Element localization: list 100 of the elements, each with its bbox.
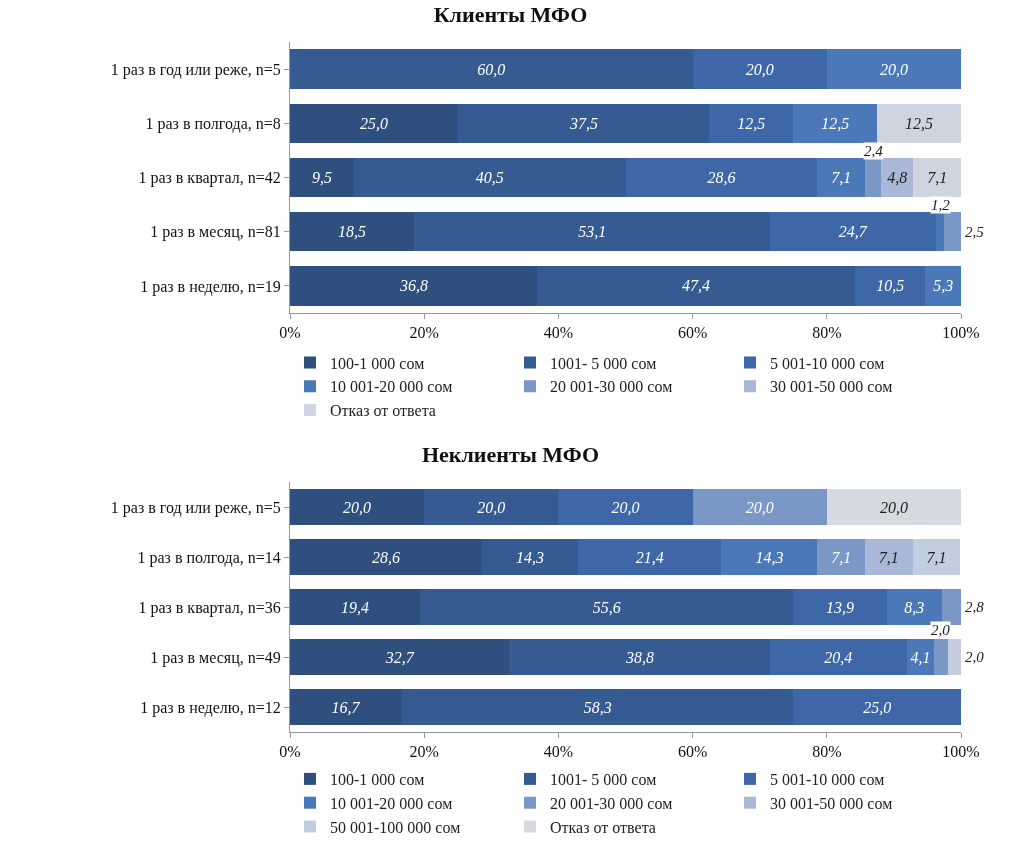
bar — [625, 157, 818, 198]
y-tick-label: 1 раз в полгода, n=14 — [137, 548, 281, 567]
legend-label: 20 001-30 000 сом — [550, 378, 673, 396]
bar — [817, 538, 866, 576]
bar — [709, 103, 794, 144]
bar — [692, 49, 827, 89]
data-label: 2,4 — [864, 143, 884, 159]
data-label: 20,0 — [745, 498, 774, 516]
bar — [402, 688, 794, 726]
bar — [826, 49, 961, 89]
bar — [577, 538, 722, 576]
data-label: 28,6 — [707, 169, 736, 186]
x-tick-label: 60% — [677, 743, 708, 761]
data-label: 16,7 — [331, 698, 361, 716]
x-tick-label: 0% — [279, 324, 301, 342]
bar — [934, 638, 948, 676]
data-label: 28,6 — [371, 548, 400, 566]
data-label: 20,4 — [824, 648, 853, 666]
bar — [826, 488, 961, 526]
bar — [913, 157, 961, 198]
chart-title: Клиенты МФО — [433, 2, 588, 27]
data-label: 58,3 — [583, 698, 612, 716]
y-tick-label: 1 раз в неделю, n=19 — [140, 277, 281, 296]
bar — [290, 588, 421, 626]
bar — [865, 538, 913, 576]
data-label: 20,0 — [879, 60, 908, 78]
data-label: 60,0 — [477, 60, 506, 78]
legend-label: 10 001-20 000 сом — [330, 794, 453, 812]
data-label: 12,5 — [821, 114, 850, 132]
data-label: 7,1 — [831, 548, 852, 566]
legend-label: 5 001-10 000 сом — [770, 354, 885, 372]
data-label: 2,5 — [965, 224, 985, 240]
data-label: 25,0 — [863, 698, 892, 716]
chart-title: Неклиенты МФО — [421, 441, 600, 467]
bar — [353, 157, 626, 198]
data-label: 20,0 — [477, 498, 506, 516]
x-tick-label: 100% — [942, 743, 980, 761]
data-label: 7,1 — [878, 548, 899, 566]
legend-label: 30 001-50 000 сом — [770, 794, 893, 812]
bar — [877, 103, 961, 144]
data-label: 2,0 — [931, 622, 951, 638]
legend-label: 1001- 5 000 сом — [550, 771, 657, 789]
bar — [290, 211, 415, 252]
y-tick-label: 1 раз в квартал, n=36 — [138, 598, 281, 617]
bar — [936, 211, 945, 252]
data-label: 24,7 — [838, 223, 868, 241]
data-label: 20,0 — [879, 498, 908, 516]
data-label: 14,3 — [755, 548, 784, 566]
bar — [944, 211, 961, 252]
data-label: 25,0 — [359, 114, 388, 132]
bar — [793, 688, 961, 726]
data-label: 13,9 — [825, 598, 854, 616]
bar — [290, 538, 482, 576]
bar — [414, 211, 771, 252]
bar — [947, 638, 961, 676]
x-tick-label: 80% — [812, 743, 842, 761]
x-tick-label: 80% — [812, 324, 842, 342]
legend-label: 50 001-100 000 сом — [330, 818, 461, 836]
legend-label: 100-1 000 сом — [330, 771, 425, 789]
data-label: 18,5 — [338, 223, 367, 241]
legend-label: Отказ от ответа — [550, 818, 656, 836]
y-tick-label: 1 раз в месяц, n=81 — [150, 223, 281, 242]
bar — [721, 538, 818, 576]
bar — [692, 488, 827, 526]
data-label: 9,5 — [311, 169, 332, 186]
legend-label: 10 001-20 000 сом — [330, 378, 453, 396]
data-label: 1,2 — [931, 197, 951, 213]
data-label: 14,3 — [515, 548, 544, 566]
data-label: 7,1 — [831, 169, 852, 186]
data-label: 12,5 — [905, 114, 934, 132]
bar — [424, 488, 559, 526]
data-label: 47,4 — [681, 277, 710, 295]
y-tick-label: 1 раз в год или реже, n=5 — [110, 60, 281, 79]
bar — [536, 266, 855, 306]
data-label: 53,1 — [578, 223, 607, 241]
bar — [770, 211, 937, 252]
x-tick-label: 100% — [942, 324, 980, 342]
data-label: 2,8 — [965, 599, 985, 615]
legend-label: 20 001-30 000 сом — [550, 794, 673, 812]
data-label: 4,1 — [910, 648, 931, 666]
legend-label: Отказ от ответа — [330, 402, 436, 420]
data-label: 36,8 — [398, 277, 428, 295]
data-label: 10,5 — [876, 277, 905, 295]
bar — [290, 488, 425, 526]
bar — [509, 638, 770, 676]
data-label: 21,4 — [635, 548, 664, 566]
bar — [793, 103, 878, 144]
x-tick-label: 20% — [409, 743, 439, 761]
x-tick-label: 40% — [543, 324, 574, 342]
bar — [865, 157, 882, 198]
data-label: 32,7 — [384, 648, 415, 666]
data-label: 2,0 — [965, 649, 985, 665]
data-label: 40,5 — [475, 169, 504, 186]
data-label: 19,4 — [341, 598, 370, 616]
bar — [420, 588, 794, 626]
bar — [854, 266, 926, 306]
bar — [290, 103, 458, 144]
legend-label: 30 001-50 000 сом — [770, 378, 893, 396]
bar — [558, 488, 693, 526]
bar — [481, 538, 578, 576]
